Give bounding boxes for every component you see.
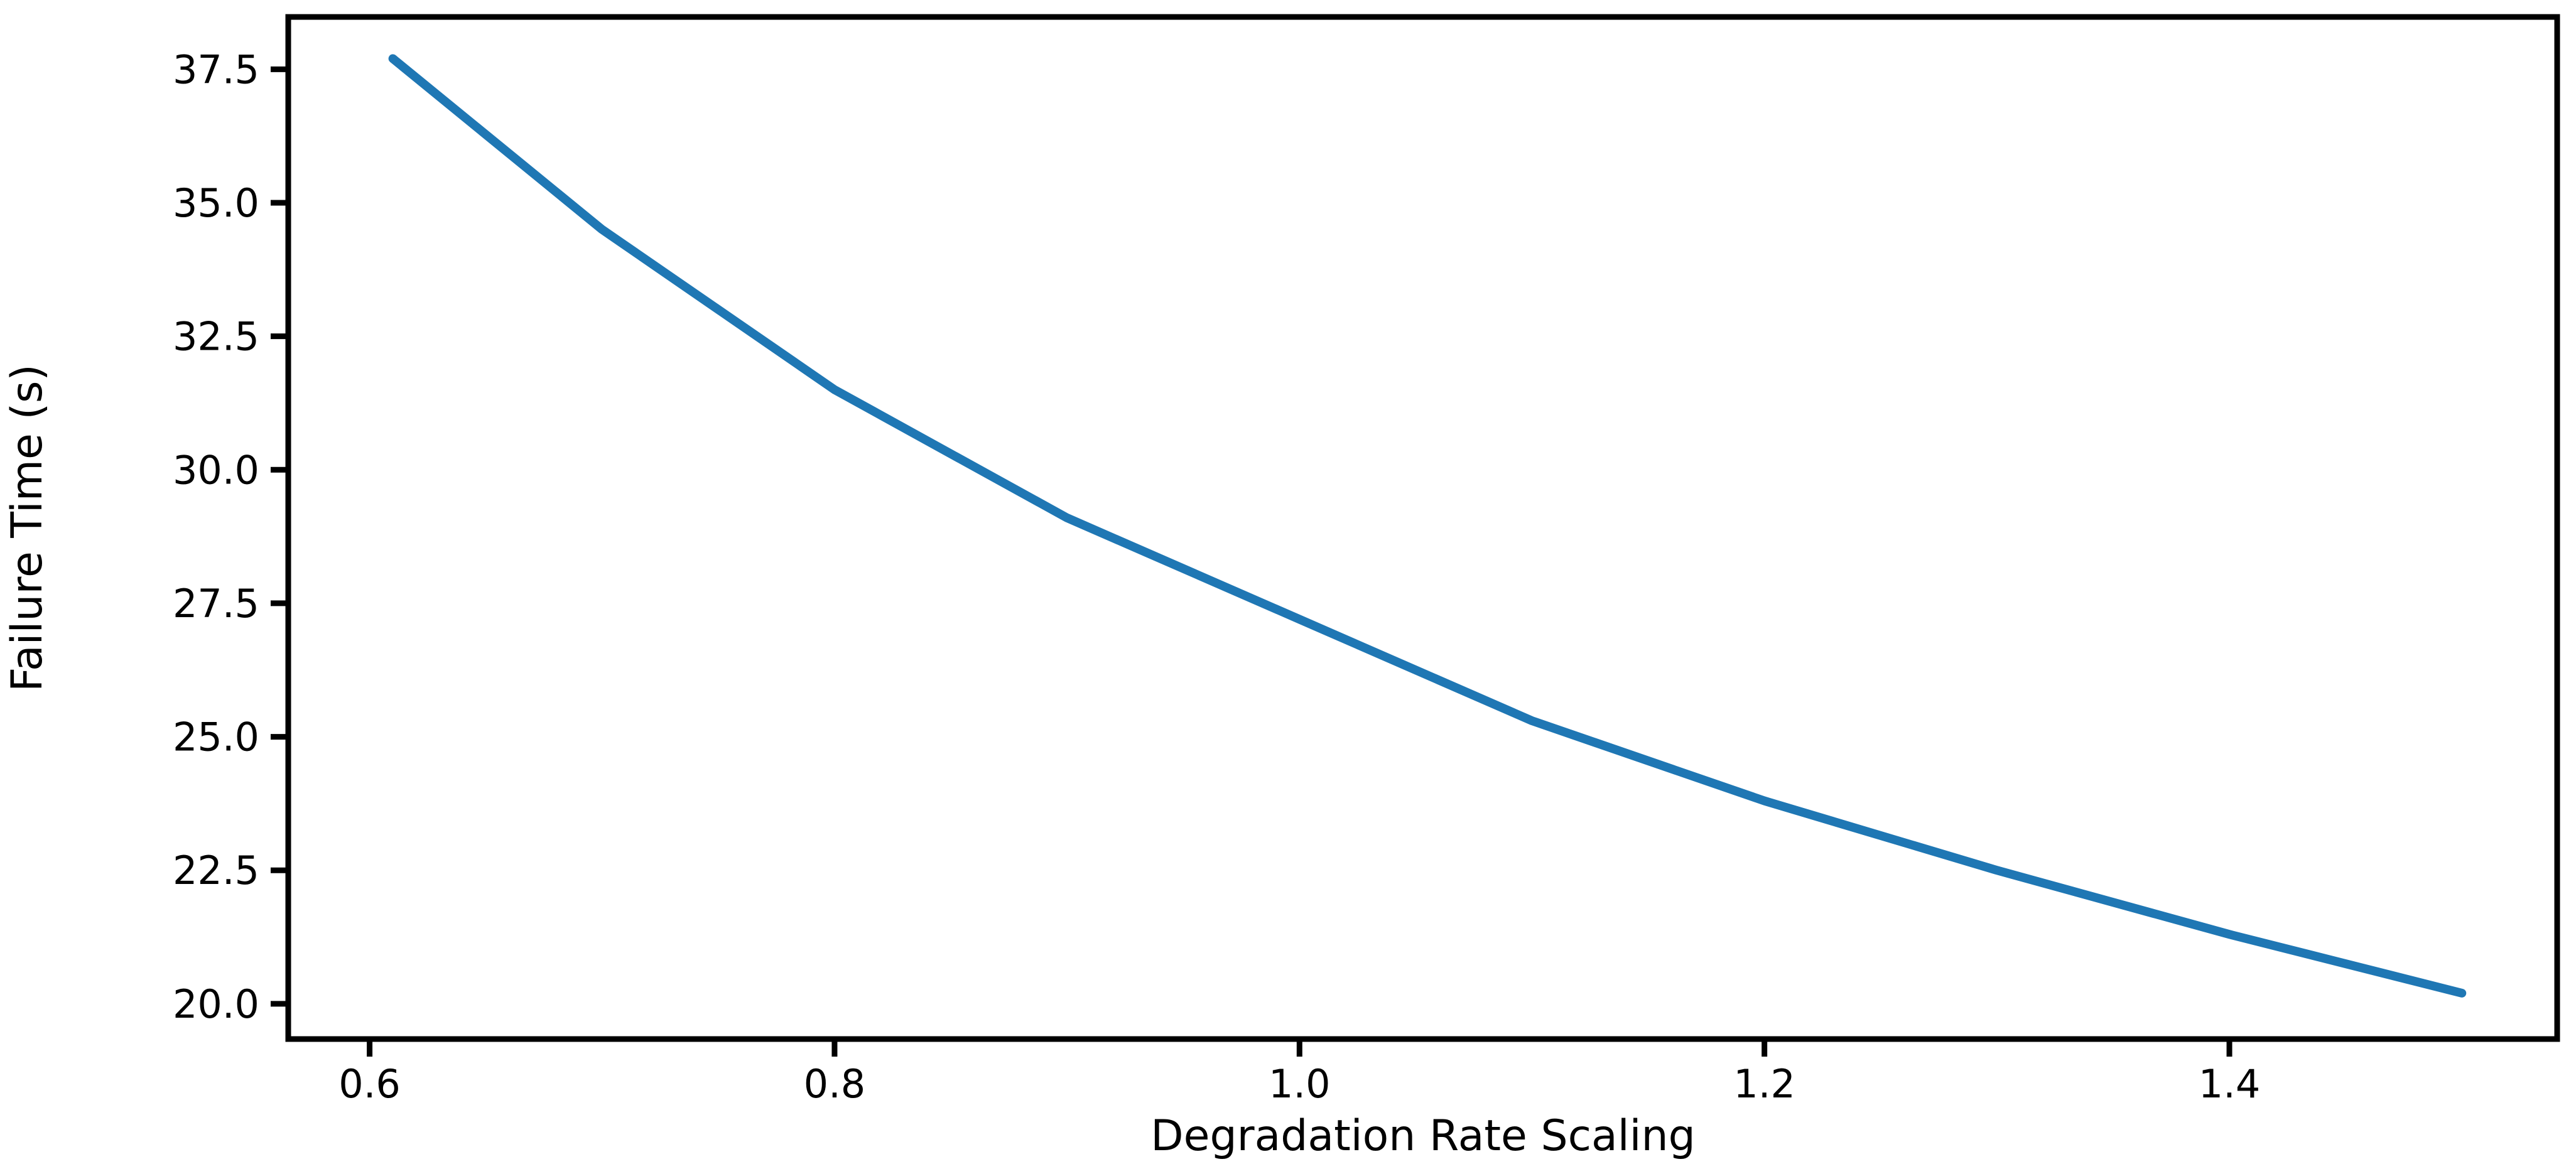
y-tick-label: 32.5 <box>173 314 259 360</box>
x-axis-ticks: 0.6 0.8 1.0 1.2 1.4 <box>338 1039 2260 1107</box>
x-tick-label: 1.2 <box>1733 1061 1795 1107</box>
x-tick-label: 0.6 <box>338 1061 401 1107</box>
y-tick-label: 37.5 <box>173 46 259 92</box>
axes-spines <box>285 14 2560 1042</box>
y-tick-label: 22.5 <box>173 848 259 893</box>
y-tick-label: 27.5 <box>173 581 259 627</box>
y-axis-ticks: 20.0 22.5 25.0 27.5 30.0 32.5 35.0 37.5 <box>173 46 288 1027</box>
y-axis-label: Failure Time (s) <box>3 364 52 692</box>
x-tick-label: 1.4 <box>2199 1061 2261 1107</box>
y-tick-label: 35.0 <box>173 180 259 226</box>
plot-area <box>288 17 2557 1039</box>
x-axis-label: Degradation Rate Scaling <box>1150 1111 1696 1161</box>
y-tick-label: 25.0 <box>173 714 259 760</box>
line-series <box>388 54 2467 998</box>
x-tick-label: 0.8 <box>804 1061 866 1107</box>
series-group <box>388 54 2467 998</box>
y-tick-label: 20.0 <box>173 981 259 1027</box>
x-tick-label: 1.0 <box>1269 1061 1331 1107</box>
y-tick-label: 30.0 <box>173 447 259 493</box>
